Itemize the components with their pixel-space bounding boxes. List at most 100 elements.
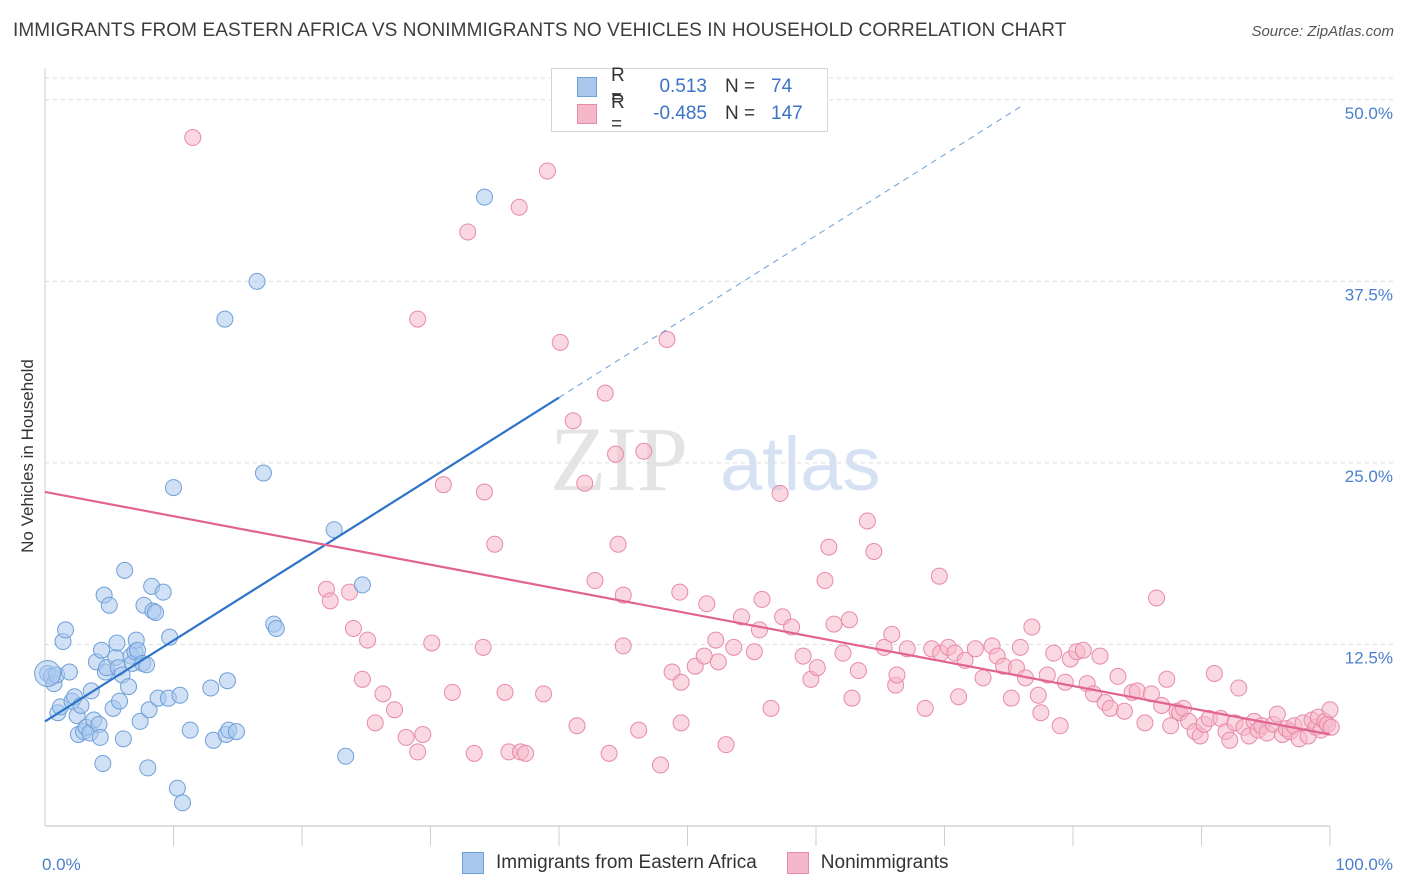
data-point	[337, 747, 355, 765]
data-point	[474, 638, 492, 656]
watermark: ZIP atlas	[550, 408, 881, 510]
data-point	[762, 699, 780, 717]
data-point	[551, 333, 569, 351]
data-point	[1321, 701, 1339, 719]
data-point	[120, 678, 138, 696]
data-point	[510, 198, 528, 216]
data-point	[771, 484, 789, 502]
data-point	[353, 576, 371, 594]
watermark-atlas: atlas	[720, 422, 881, 507]
data-point	[1032, 704, 1050, 722]
data-point	[709, 653, 727, 671]
data-point	[750, 621, 768, 639]
data-point	[966, 640, 984, 658]
data-point	[564, 412, 582, 430]
x-tick-label: 100.0%	[1335, 855, 1393, 874]
data-point	[139, 759, 157, 777]
data-point	[168, 779, 186, 797]
data-point	[1023, 618, 1041, 636]
data-point	[1101, 699, 1119, 717]
data-point	[171, 686, 189, 704]
data-point	[254, 464, 272, 482]
data-point	[950, 688, 968, 706]
legend-r-value: -0.485	[653, 103, 707, 124]
trend-extension	[558, 105, 1022, 398]
data-point	[672, 714, 690, 732]
data-point	[475, 483, 493, 501]
data-point	[267, 619, 285, 637]
y-tick-label: 50.0%	[1345, 104, 1393, 123]
data-point	[1148, 589, 1166, 607]
x-tick-label: 0.0%	[42, 855, 81, 874]
data-point	[1158, 670, 1176, 688]
data-point	[1221, 731, 1239, 749]
data-point	[725, 638, 743, 656]
data-point	[1109, 667, 1127, 685]
data-point	[218, 672, 236, 690]
data-point	[658, 330, 676, 348]
data-point	[614, 637, 632, 655]
legend-item-nonimmigrants: Nonimmigrants	[786, 852, 949, 874]
data-point	[173, 794, 191, 812]
stats-legend: R = 0.513 N = 74 R = -0.485 N = 147	[551, 65, 828, 135]
legend-n-label: N =	[725, 103, 756, 124]
data-point	[216, 310, 234, 328]
data-point	[496, 683, 514, 701]
legend-swatch-pink	[786, 852, 809, 874]
y-tick-label: 25.0%	[1345, 467, 1393, 486]
data-point	[576, 474, 594, 492]
data-point	[816, 572, 834, 590]
chart-source: Source: ZipAtlas.com	[1251, 23, 1394, 40]
data-point	[794, 647, 812, 665]
data-point	[374, 685, 392, 703]
data-point	[202, 679, 220, 697]
data-point	[707, 631, 725, 649]
data-point	[843, 689, 861, 707]
data-point	[753, 590, 771, 608]
data-point	[94, 755, 112, 773]
data-point	[465, 744, 483, 762]
data-point	[1230, 679, 1248, 697]
data-point	[1136, 714, 1154, 732]
data-point	[248, 272, 266, 290]
data-point	[865, 542, 883, 560]
data-point	[397, 728, 415, 746]
data-point	[1115, 702, 1133, 720]
data-point	[165, 479, 182, 497]
data-point	[414, 725, 432, 743]
legend-n-value: 74	[771, 76, 793, 97]
data-point	[366, 714, 384, 732]
data-point	[131, 712, 149, 730]
data-point	[138, 656, 156, 674]
data-point	[60, 663, 78, 681]
legend-n-value: 147	[771, 103, 803, 124]
data-point	[1011, 638, 1029, 656]
data-point	[184, 129, 202, 147]
data-point	[717, 736, 735, 754]
data-point	[1056, 673, 1074, 691]
data-point	[671, 583, 689, 601]
trend-line	[44, 396, 560, 723]
data-point	[630, 721, 648, 739]
nonimmigrants-points	[184, 129, 1340, 774]
data-point	[883, 625, 901, 643]
legend-swatch-pink	[577, 104, 597, 124]
data-point	[344, 619, 362, 637]
data-point	[808, 659, 826, 677]
data-point	[111, 692, 129, 710]
data-point	[652, 756, 670, 774]
data-point	[732, 608, 750, 626]
data-point	[538, 162, 556, 180]
data-point	[409, 310, 427, 328]
data-point	[898, 640, 916, 658]
data-point	[825, 615, 843, 633]
data-point	[1268, 705, 1286, 723]
data-point	[434, 476, 452, 494]
data-point	[820, 538, 838, 556]
data-point	[443, 683, 461, 701]
tick-labels: 12.5% 25.0% 37.5% 50.0% 0.0% 100.0%	[42, 104, 1393, 874]
data-point	[227, 723, 245, 741]
data-point	[1162, 717, 1180, 735]
data-point	[100, 596, 118, 614]
data-point	[409, 743, 427, 761]
